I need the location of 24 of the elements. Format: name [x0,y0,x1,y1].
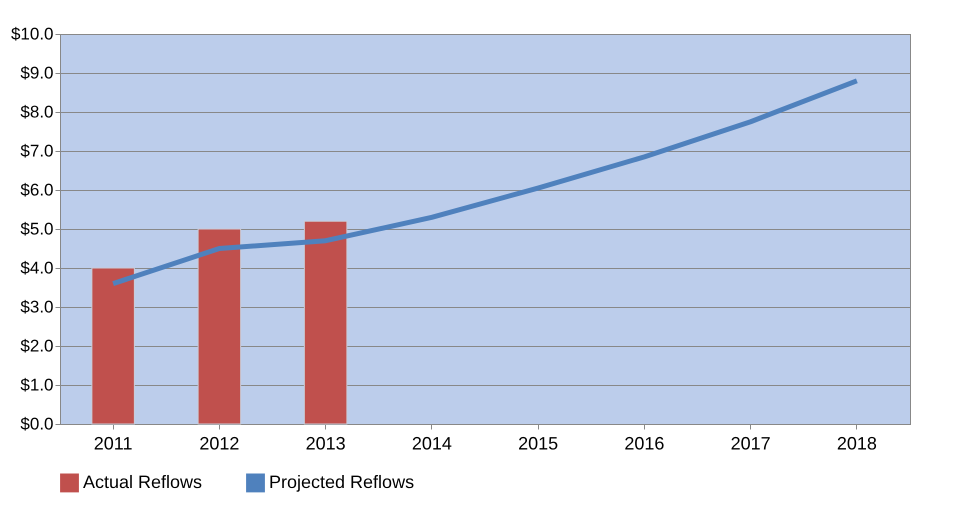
y-tick-label: $10.0 [10,24,54,44]
y-tick-label: $4.0 [20,258,54,278]
x-tick-label: 2015 [518,434,558,454]
x-tick-label: 2014 [412,434,452,454]
y-tick-label: $2.0 [20,336,54,356]
y-tick-label: $1.0 [20,376,54,394]
y-tick-label: $7.0 [20,142,54,160]
x-tick-label: 2016 [624,434,664,454]
y-tick-label: $9.0 [20,64,54,82]
x-tick-label: 2018 [836,434,877,454]
y-tick-label: $8.0 [20,102,54,122]
x-tick-label: 2012 [199,434,240,454]
bar [91,268,135,424]
x-tick-label: 2013 [306,434,346,454]
x-tick-label: 2017 [730,434,771,454]
y-tick-label: $6.0 [20,180,54,200]
x-tick-label: 2011 [94,434,132,454]
bar [304,220,348,424]
y-tick-label: $5.0 [20,220,54,238]
bar [198,228,242,424]
legend-label: Actual Reflows [83,472,202,492]
y-tick-label: $3.0 [20,298,54,316]
y-tick-label: $0.0 [20,414,54,434]
legend-label: Projected Reflows [269,472,414,492]
